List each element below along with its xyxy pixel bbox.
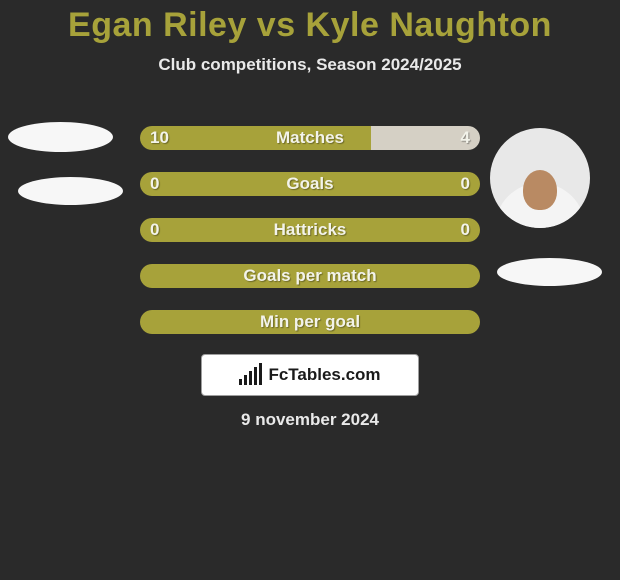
bar-left-fill: [140, 218, 480, 242]
bar-left-fill: [140, 172, 480, 196]
bar-row-matches: 10 Matches 4: [140, 126, 480, 150]
logo-bar: [239, 379, 242, 385]
logo-bar: [259, 363, 262, 385]
bar-left-fill: [140, 264, 480, 288]
bar-right-value: 0: [461, 172, 470, 196]
logo-bar: [244, 375, 247, 385]
page-subtitle: Club competitions, Season 2024/2025: [0, 55, 620, 75]
bar-right-value: 0: [461, 218, 470, 242]
logo-bars-icon: [239, 365, 262, 385]
fctables-logo: FcTables.com: [201, 354, 419, 396]
bar-right-value: 4: [461, 126, 470, 150]
bar-left-fill: [140, 310, 480, 334]
bar-row-goals-per-match: Goals per match: [140, 264, 480, 288]
avatar-head: [523, 170, 557, 210]
comparison-bars: 10 Matches 4 0 Goals 0 0 Hattricks 0 Goa…: [140, 126, 480, 356]
bar-left-value: 0: [150, 218, 159, 242]
date-text: 9 november 2024: [0, 410, 620, 430]
comparison-infographic: Egan Riley vs Kyle Naughton Club competi…: [0, 0, 620, 580]
bar-left-value: 10: [150, 126, 169, 150]
bar-row-goals: 0 Goals 0: [140, 172, 480, 196]
player-left-avatar-placeholder-2: [18, 177, 123, 205]
logo-bar: [254, 367, 257, 385]
page-title: Egan Riley vs Kyle Naughton: [0, 0, 620, 45]
player-right-avatar: [490, 128, 590, 228]
logo-text: FcTables.com: [268, 365, 380, 385]
player-left-avatar-placeholder-1: [8, 122, 113, 152]
logo-bar: [249, 371, 252, 385]
bar-left-fill: [140, 126, 371, 150]
bar-row-hattricks: 0 Hattricks 0: [140, 218, 480, 242]
player-right-avatar-placeholder-2: [497, 258, 602, 286]
bar-row-min-per-goal: Min per goal: [140, 310, 480, 334]
bar-left-value: 0: [150, 172, 159, 196]
